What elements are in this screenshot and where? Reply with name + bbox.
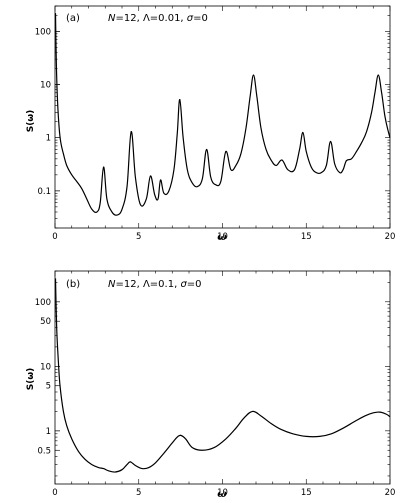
x-tick-label: 15 — [301, 232, 312, 242]
panel-a-annotation-s-val: =0 — [193, 13, 208, 24]
y-tick-label: 100 — [35, 27, 51, 37]
peak-point — [225, 150, 227, 153]
panel-a-xlabel: ω — [217, 232, 227, 243]
y-tick-label: 10 — [40, 81, 51, 91]
panel-a-letter: (a) — [66, 13, 80, 24]
x-tick-label: 15 — [301, 488, 312, 498]
y-tick-label: 1 — [46, 134, 51, 144]
panel-b-annotation-s: σ — [180, 279, 187, 290]
y-tick-label: 0.5 — [37, 446, 51, 456]
x-tick-label: 0 — [52, 488, 57, 498]
panel-a-annotation-n-val: =12, Λ=0.01, — [115, 13, 186, 24]
peak-point — [252, 410, 254, 413]
y-tick-label: 10 — [40, 362, 51, 372]
x-tick-label: 5 — [136, 488, 141, 498]
y-tick-label: 100 — [35, 298, 51, 308]
panel-b-annotation-n: N — [108, 279, 116, 290]
y-tick-label: 1 — [46, 427, 51, 437]
panel-a-annotation: N=12, Λ=0.01, σ=0 — [108, 13, 208, 24]
peak-point — [281, 159, 283, 161]
panel-a-ylabel: S(ω) — [26, 110, 36, 133]
panel-b-peaks — [129, 410, 381, 463]
peak-point — [379, 411, 381, 413]
peak-point — [180, 434, 182, 436]
panel-a: (a) N=12, Λ=0.01, σ=0 S(ω) ω 0 5 10 15 20 0.1… — [26, 5, 396, 243]
x-tick-label: 5 — [136, 232, 141, 242]
x-tick-label: 10 — [217, 488, 228, 498]
panel-a-annotation-n: N — [108, 13, 116, 24]
y-tick-label: 50 — [40, 317, 51, 327]
peak-point — [252, 74, 255, 76]
panel-b-xlabel: ω — [217, 489, 227, 500]
panel-b: (b) N=12, Λ=0.1, σ=0 S(ω) ω 0 5 10 15 200.51… — [26, 270, 396, 500]
peak-point — [345, 160, 348, 162]
peak-point — [179, 99, 181, 101]
panel-b-series-line — [54, 278, 391, 473]
peak-point — [102, 166, 105, 168]
x-tick-label: 10 — [217, 232, 228, 242]
panel-a-ticks: 0 5 10 15 20 0.1 1 10 100 — [35, 5, 396, 242]
panel-a-series-line — [54, 13, 391, 216]
panel-a-peaks — [102, 74, 379, 181]
x-tick-label: 20 — [385, 232, 396, 242]
x-tick-label: 20 — [385, 488, 396, 498]
peak-point — [377, 74, 379, 76]
peak-point — [302, 131, 304, 134]
peak-point — [129, 461, 131, 463]
panel-b-frame — [54, 270, 391, 485]
y-tick-label: 0.1 — [37, 187, 51, 197]
peak-point — [205, 148, 208, 151]
panel-b-annotation-n-val: =12, Λ=0.1, — [115, 279, 180, 290]
panel-b-ylabel: S(ω) — [26, 368, 36, 391]
peak-point — [149, 175, 152, 177]
y-tick-label: 5 — [46, 382, 51, 392]
peak-point — [130, 131, 132, 133]
panel-a-frame — [54, 5, 391, 229]
peak-point — [159, 179, 162, 181]
panel-b-annotation: N=12, Λ=0.1, σ=0 — [108, 279, 202, 290]
panel-a-annotation-s: σ — [187, 13, 194, 24]
panel-b-annotation-s-val: =0 — [187, 279, 202, 290]
x-tick-label: 0 — [52, 232, 57, 242]
panel-b-letter: (b) — [66, 279, 80, 290]
peak-point — [329, 140, 332, 143]
